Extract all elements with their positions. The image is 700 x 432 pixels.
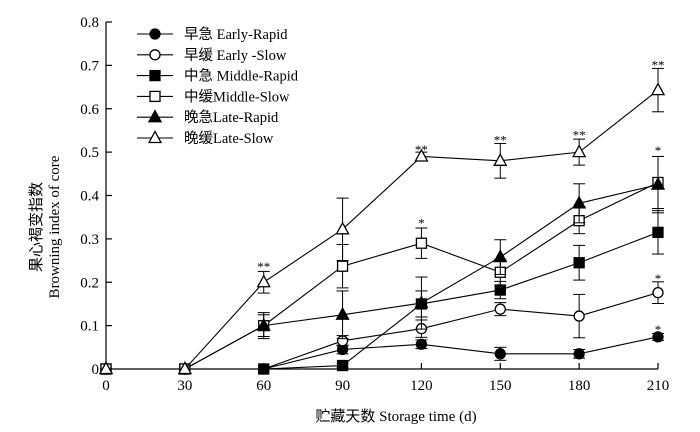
series-line (106, 181, 659, 370)
y-tick-label: 0.1 (80, 319, 99, 335)
y-tick-label: 0.4 (80, 189, 99, 205)
data-point (573, 348, 585, 360)
series-triangle-filled (98, 155, 666, 375)
series-line (106, 89, 659, 370)
series-circle-open (100, 281, 664, 375)
legend-item: 中缓Middle-Slow (137, 88, 290, 105)
data-point (336, 359, 349, 372)
legend: 早急 Early-Rapid 早缓 Early -Slow 中急 Middle-Ra… (137, 26, 299, 147)
data-point (572, 144, 587, 158)
significance-mark: ** (573, 128, 586, 143)
legend-item: 早缓 Early -Slow (137, 47, 287, 64)
legend-label: 早缓 Early -Slow (184, 47, 287, 64)
data-point (335, 306, 350, 320)
legend-item: 晚急Late-Rapid (137, 109, 279, 126)
y-tick-label: 0.5 (80, 145, 99, 161)
data-point (414, 148, 429, 162)
y-axis-label: 果心褐变指数 Browning index of core (28, 155, 63, 298)
x-tick-label: 30 (177, 378, 192, 394)
data-point (256, 317, 271, 331)
significance-mark: ** (652, 57, 665, 72)
data-point (494, 303, 506, 315)
legend-marker (149, 90, 161, 103)
y-axis-label-en: Browning index of core (47, 155, 63, 298)
data-point (493, 249, 508, 263)
series-layer (98, 67, 666, 375)
data-point (415, 237, 428, 249)
series-triangle-open (98, 67, 666, 375)
legend-item: 晚缓Late-Slow (137, 130, 274, 147)
y-axis-label-cn: 果心褐变指数 (28, 182, 45, 272)
data-point (494, 284, 506, 296)
y-tick-label: 0.8 (80, 15, 99, 31)
data-point (572, 195, 587, 209)
significance-mark: * (655, 322, 662, 337)
data-point (652, 287, 664, 299)
data-point (573, 310, 585, 322)
significance-mark: * (655, 143, 662, 158)
x-tick-label: 180 (568, 378, 591, 394)
legend-label: 早急 Early-Rapid (184, 26, 288, 43)
legend-marker (149, 49, 161, 61)
series-line (106, 231, 659, 370)
data-point (650, 176, 666, 190)
legend-marker (149, 69, 161, 82)
axes: 0 0.1 0.2 0.3 0.4 0.5 0.6 0.7 0.8 0 30 60 90 120 150 18… (80, 15, 669, 394)
legend-label: 晚急Late-Rapid (184, 109, 279, 126)
data-point (652, 331, 664, 343)
x-tick-label: 90 (335, 378, 350, 394)
x-tick-label: 120 (410, 378, 433, 394)
annotations: ******* ******* (257, 57, 664, 337)
legend-marker (147, 130, 163, 144)
y-tick-label: 0.7 (80, 58, 99, 74)
data-point (415, 338, 428, 350)
legend-label: 晚缓Late-Slow (184, 130, 274, 147)
legend-label: 中缓Middle-Slow (184, 88, 290, 105)
data-point (493, 152, 508, 166)
x-axis-label: 贮藏天数 Storage time (d) (315, 408, 476, 425)
significance-mark: ** (257, 259, 270, 274)
y-tick-label: 0.2 (80, 275, 99, 291)
y-tick-label: 0.3 (80, 232, 99, 248)
y-tick-label: 0.6 (80, 102, 99, 118)
data-point (177, 361, 192, 375)
x-tick-label: 60 (256, 378, 271, 394)
legend-item: 中急 Middle-Rapid (137, 68, 299, 85)
x-tick-label: 210 (647, 378, 670, 394)
legend-label: 中急 Middle-Rapid (184, 68, 299, 85)
legend-marker (147, 109, 163, 123)
significance-mark: * (418, 216, 425, 231)
data-point (573, 257, 585, 269)
legend-item: 早急 Early-Rapid (137, 26, 288, 43)
series-line (106, 184, 659, 370)
significance-mark: ** (494, 132, 507, 147)
significance-mark: * (655, 271, 662, 286)
data-point (98, 361, 114, 375)
data-point (414, 295, 429, 309)
data-point (335, 221, 350, 235)
data-point (650, 82, 666, 96)
data-point (652, 226, 664, 239)
x-tick-label: 150 (489, 378, 512, 394)
legend-marker (149, 28, 161, 40)
data-point (494, 348, 506, 360)
data-point (256, 274, 271, 288)
y-tick-label: 0 (92, 362, 100, 378)
x-tick-label: 0 (102, 378, 110, 394)
data-point (258, 363, 270, 375)
significance-mark: ** (415, 142, 428, 157)
data-point (336, 260, 349, 272)
